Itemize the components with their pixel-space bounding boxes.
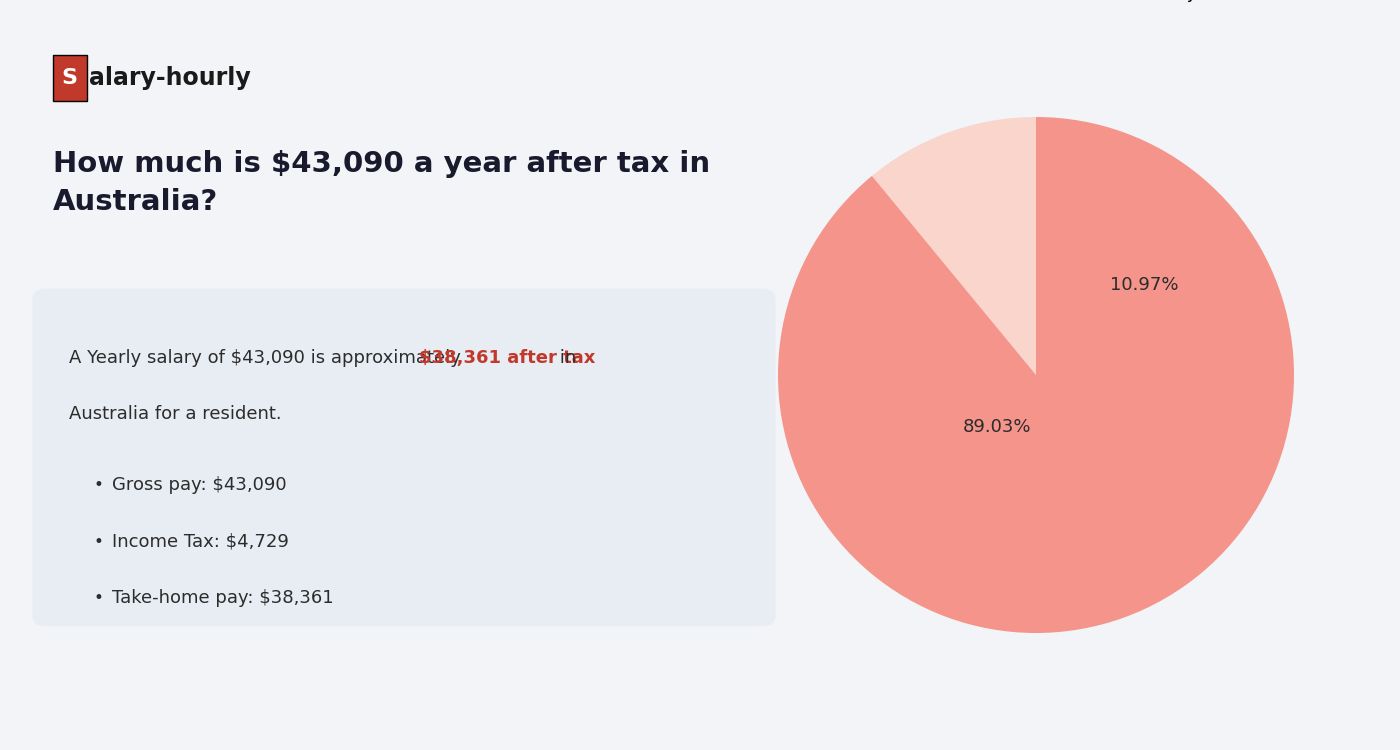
- Text: S: S: [62, 68, 78, 88]
- Legend: Income Tax, Take-home Pay: Income Tax, Take-home Pay: [868, 0, 1204, 8]
- Text: •: •: [94, 589, 104, 607]
- Text: 89.03%: 89.03%: [963, 418, 1032, 436]
- Text: Australia for a resident.: Australia for a resident.: [69, 405, 281, 423]
- Text: A Yearly salary of $43,090 is approximately: A Yearly salary of $43,090 is approximat…: [69, 349, 466, 367]
- FancyBboxPatch shape: [32, 289, 776, 626]
- Text: Income Tax: $4,729: Income Tax: $4,729: [112, 532, 288, 550]
- Text: Take-home pay: $38,361: Take-home pay: $38,361: [112, 589, 333, 607]
- Wedge shape: [778, 117, 1294, 633]
- FancyBboxPatch shape: [53, 55, 87, 101]
- Text: •: •: [94, 532, 104, 550]
- Wedge shape: [872, 117, 1036, 375]
- Text: in: in: [554, 349, 577, 367]
- Text: 10.97%: 10.97%: [1110, 276, 1179, 294]
- Text: Gross pay: $43,090: Gross pay: $43,090: [112, 476, 287, 494]
- Text: How much is $43,090 a year after tax in
Australia?: How much is $43,090 a year after tax in …: [53, 150, 710, 216]
- Text: •: •: [94, 476, 104, 494]
- Text: $38,361 after tax: $38,361 after tax: [419, 349, 595, 367]
- Text: alary-hourly: alary-hourly: [90, 66, 251, 90]
